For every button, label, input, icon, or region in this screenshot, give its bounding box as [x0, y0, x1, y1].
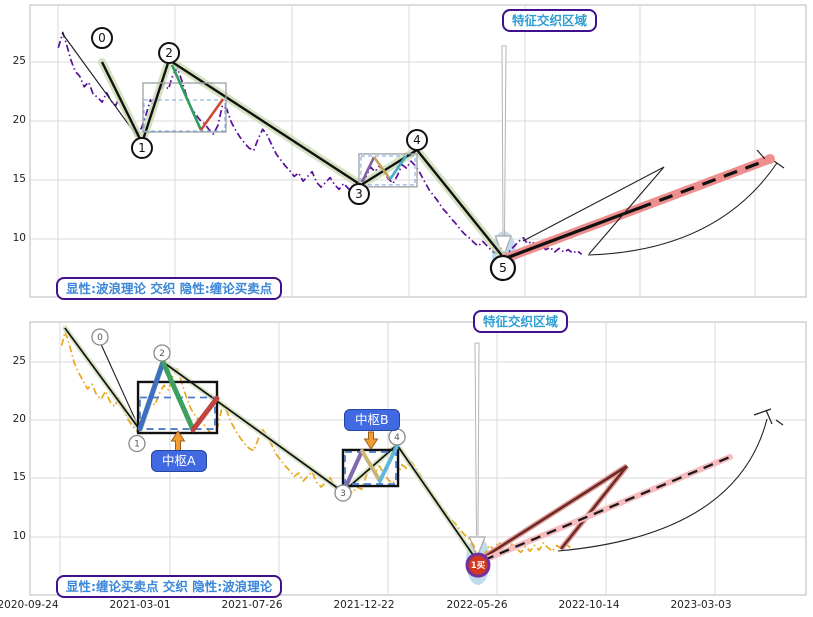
chan-segment-red: [190, 395, 220, 433]
subwave-cyan: [389, 155, 408, 180]
bottom-legend-label: 显性:缠论买卖点 交织 隐性:波浪理论: [56, 575, 283, 598]
pivot-b-box-range: [344, 451, 397, 485]
wave-point-3-label: 3: [340, 489, 346, 499]
y-tick-label: 15: [12, 471, 26, 483]
maroon-line-2: [559, 465, 629, 550]
y-tick-label: 25: [12, 55, 26, 67]
y-tick-label: 10: [12, 232, 26, 244]
end-cap-stem: [765, 409, 773, 425]
end-tick-2: [773, 160, 785, 169]
x-tick-label: 2022-05-26: [446, 599, 508, 611]
wave-point-1-label: 1: [134, 440, 140, 450]
pivot-box-2-outer: [358, 153, 418, 188]
wave-point-0: [91, 328, 109, 346]
buy-point-1-label: 1买: [471, 561, 486, 571]
y-tick-label: 25: [12, 355, 26, 367]
arc-annotation: [587, 162, 778, 256]
y-tick-label: 10: [12, 530, 26, 542]
wave-point-0: [91, 27, 114, 50]
elliott-wave-line: [100, 58, 505, 259]
pivot-b-box-outer: [341, 448, 400, 488]
subwave-red: [199, 98, 225, 131]
spike-pointer: [474, 342, 480, 536]
chan-segment-blue: [137, 359, 166, 432]
chan-segment-green: [160, 359, 196, 433]
wave-point-2-label: 2: [159, 349, 165, 359]
wave-point-1: [130, 137, 153, 160]
x-tick-label: 2023-03-03: [670, 599, 732, 611]
wave-0-reference-line: [99, 341, 141, 431]
chan-segment-purple: [342, 449, 364, 493]
top-feature-zone-label: 特征交织区域: [502, 9, 598, 32]
trend-dashed-line: [483, 455, 731, 562]
pivot-a-label: 中枢A: [151, 450, 207, 472]
wave-point-3: [334, 484, 352, 502]
wave-point-3-label: 3: [355, 187, 363, 201]
top-legend-label: 显性:波浪理论 交织 隐性:缠论买卖点: [56, 277, 283, 300]
bottom-feature-zone-label: 特征交织区域: [473, 310, 569, 333]
subwave-tan: [372, 156, 392, 180]
wave-point-4-label: 4: [394, 433, 400, 443]
wave-point-4-label: 4: [413, 133, 421, 147]
wave-point-5-label: 5: [499, 260, 507, 275]
subwave-purple: [360, 156, 376, 183]
end-tick-1: [756, 149, 766, 160]
wave-point-0-label: 0: [98, 31, 106, 45]
y-tick-label: 15: [12, 173, 26, 185]
x-tick-label: 2021-07-26: [221, 599, 283, 611]
chan-segment-cyan: [377, 444, 399, 483]
elliott-dominant-panel: 0 1 2 3 4 5: [29, 4, 807, 298]
trend-solid-segment: [503, 206, 641, 261]
wedge-annotation: [522, 166, 665, 255]
arc-annotation: [557, 418, 768, 552]
chan-segment-tan: [360, 449, 382, 483]
y-tick-label: 20: [12, 413, 26, 425]
pivot-b-arrow: [363, 431, 379, 450]
x-tick-label: 2022-10-14: [558, 599, 620, 611]
panel-border: [29, 321, 807, 596]
y-tick-label: 20: [12, 114, 26, 126]
wave-point-1-label: 1: [138, 141, 146, 155]
wave-point-5: [489, 254, 517, 282]
end-cap-bar: [753, 408, 772, 416]
trend-dashed-segment: [637, 158, 769, 211]
spike-pointer: [501, 45, 507, 236]
zigzag-wave-line: [64, 327, 479, 563]
buy-point-1: [465, 552, 491, 578]
wave-point-3: [347, 183, 370, 206]
chan-dominant-panel: 0 1 2 3 4 1买: [29, 321, 807, 596]
x-tick-label: 2021-12-22: [333, 599, 395, 611]
trend-end-cap: [765, 154, 775, 164]
wave-point-1: [128, 434, 146, 453]
pivot-b-label: 中枢B: [344, 409, 400, 431]
wave-point-0-label: 0: [97, 333, 103, 343]
wave-point-4: [406, 128, 429, 151]
pivot-box-1-outer: [142, 82, 227, 133]
wave-point-2-label: 2: [165, 46, 173, 60]
down-arrow: [468, 536, 486, 559]
wave-point-2: [158, 42, 181, 65]
wave-point-2: [153, 344, 171, 362]
x-tick-label: 2020-09-24: [0, 599, 59, 611]
subwave-green: [170, 64, 203, 131]
maroon-line-1: [477, 464, 628, 563]
end-cap-tick: [775, 419, 784, 426]
x-tick-label: 2021-03-01: [109, 599, 171, 611]
